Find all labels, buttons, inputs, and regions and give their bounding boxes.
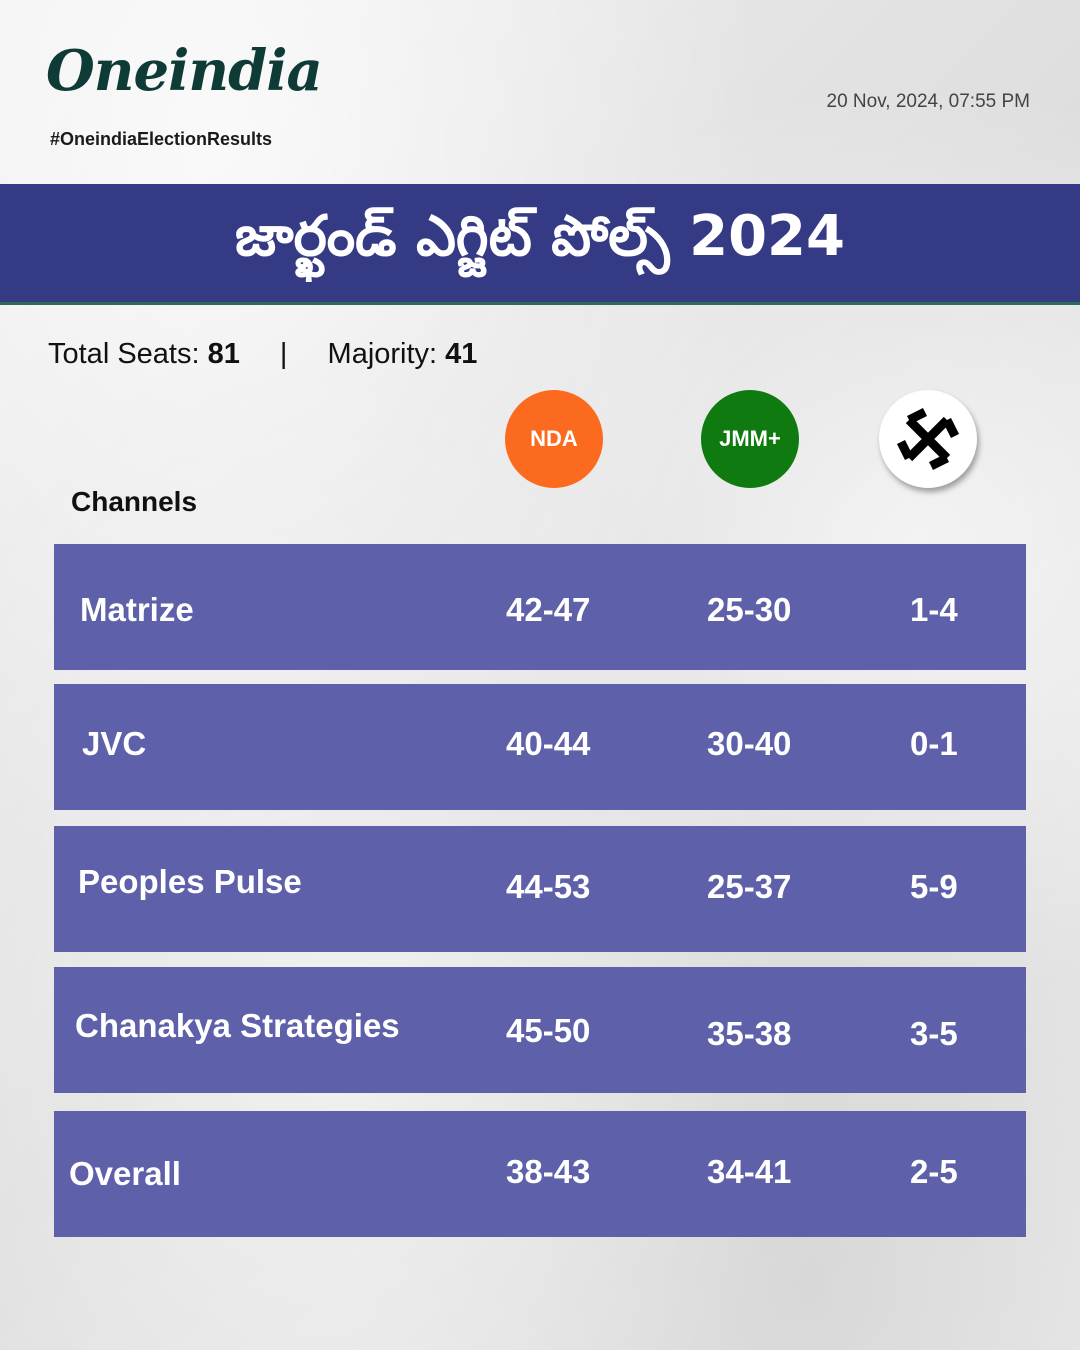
channel-name: Chanakya Strategies xyxy=(75,1007,400,1044)
others-value: 3-5 xyxy=(910,1015,958,1052)
jmm-value: 35-38 xyxy=(707,1015,792,1052)
jmm-value: 25-30 xyxy=(707,591,792,628)
jmm-label: JMM+ xyxy=(719,426,781,451)
jmm-value: 34-41 xyxy=(707,1153,792,1190)
channel-name: JVC xyxy=(82,725,147,762)
total-seats-value: 81 xyxy=(207,338,240,370)
channel-name: Overall xyxy=(69,1155,181,1192)
total-seats-label: Total Seats: xyxy=(48,338,200,370)
others-value: 0-1 xyxy=(910,725,958,762)
others-badge xyxy=(879,390,977,488)
table-row: Matrize 42-47 25-30 1-4 xyxy=(54,544,1026,670)
table-row: Peoples Pulse 44-53 25-37 5-9 xyxy=(54,826,1026,952)
nda-value: 44-53 xyxy=(506,868,591,905)
hashtag: #OneindiaElectionResults xyxy=(50,129,273,149)
others-symbol-icon xyxy=(896,407,960,471)
table-row: Chanakya Strategies 45-50 35-38 3-5 xyxy=(54,967,1026,1093)
jmm-badge: JMM+ xyxy=(701,390,799,488)
nda-badge: NDA xyxy=(505,390,603,488)
jmm-value: 25-37 xyxy=(707,868,792,905)
channels-heading: Channels xyxy=(71,486,198,517)
nda-value: 38-43 xyxy=(506,1153,591,1190)
others-value: 1-4 xyxy=(910,591,958,628)
nda-value: 40-44 xyxy=(506,725,591,762)
jmm-value: 30-40 xyxy=(707,725,792,762)
table-row: JVC 40-44 30-40 0-1 xyxy=(54,684,1026,810)
majority-value: 41 xyxy=(445,338,478,370)
channel-name: Matrize xyxy=(80,591,194,628)
summary-separator: | xyxy=(279,338,288,370)
others-value: 2-5 xyxy=(910,1153,958,1190)
nda-label: NDA xyxy=(530,426,578,451)
timestamp: 20 Nov, 2024, 07:55 PM xyxy=(826,91,1031,112)
seats-summary: Total Seats: 81 | Majority: 41 xyxy=(48,338,477,371)
table-row: Overall 38-43 34-41 2-5 xyxy=(54,1111,1026,1237)
nda-value: 45-50 xyxy=(506,1012,591,1049)
channel-name: Peoples Pulse xyxy=(78,863,302,900)
nda-value: 42-47 xyxy=(506,591,591,628)
majority-label: Majority: xyxy=(327,338,438,370)
title-banner: జార్ఖండ్ ఎగ్జిట్ పోల్స్ 2024 xyxy=(0,184,1080,305)
others-value: 5-9 xyxy=(910,868,958,905)
oneindia-logo: Oneindia xyxy=(46,38,323,104)
page-title: జార్ఖండ్ ఎగ్జిట్ పోల్స్ 2024 xyxy=(235,203,845,269)
